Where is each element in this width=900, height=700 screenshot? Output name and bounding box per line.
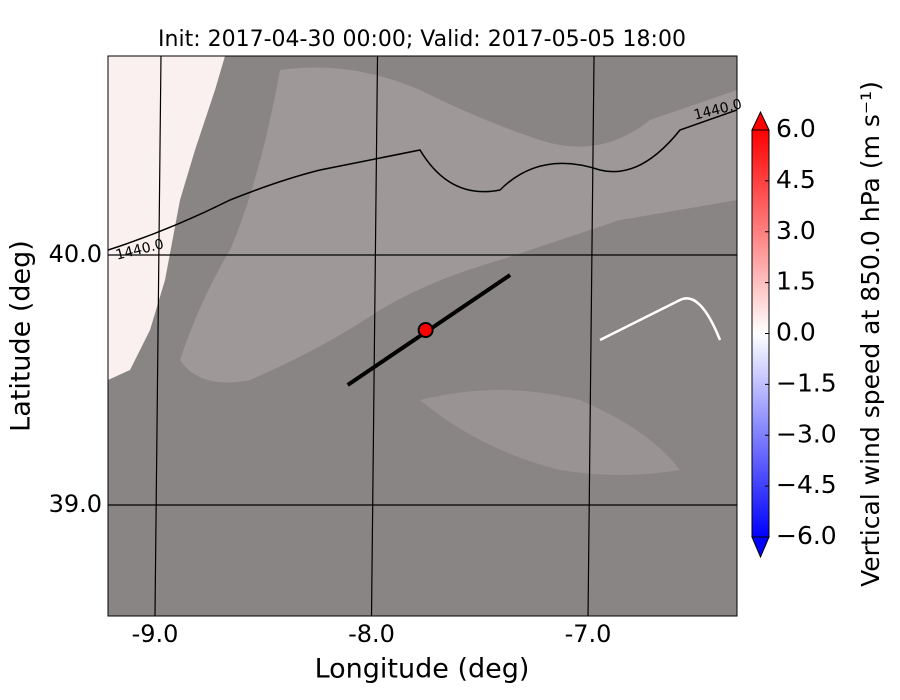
grid-line [370, 55, 379, 617]
y-axis-label: Latitude (deg) [6, 240, 37, 432]
terrain-high [180, 67, 737, 383]
colorbar-tick-label: −3.0 [776, 419, 837, 448]
colorbar-label: Vertical wind speed at 850.0 hPa (m s⁻¹) [856, 81, 885, 587]
grid-line [154, 55, 162, 617]
colorbar-tick-label: 0.0 [776, 318, 816, 347]
y-tick-label: 39.0 [49, 490, 102, 518]
colorbar-tick-label: −4.5 [776, 470, 837, 499]
grid-line [587, 55, 595, 617]
colorbar-tick-label: −6.0 [776, 521, 837, 550]
colorbar-tick-label: 6.0 [776, 114, 816, 143]
terrain-mid [420, 390, 680, 475]
plot-frame [107, 55, 738, 617]
colorbar-tick-label: 1.5 [776, 267, 816, 296]
x-tick-label: -8.0 [348, 620, 395, 648]
contour-1440 [108, 109, 737, 251]
x-tick-label: -9.0 [132, 620, 179, 648]
field [108, 56, 737, 616]
colorbar-tick-label: −1.5 [776, 368, 837, 397]
colorbar-tick-label: 4.5 [776, 165, 816, 194]
colorbar-tick-label: 3.0 [776, 216, 816, 245]
point-marker [417, 322, 434, 338]
x-axis-label: Longitude (deg) [315, 654, 530, 685]
colorbar-extend-min [751, 536, 770, 559]
colorbar-extend-max [751, 110, 770, 131]
x-tick-label: -7.0 [565, 620, 612, 648]
chart-title: Init: 2017-04-30 00:00; Valid: 2017-05-0… [158, 27, 686, 52]
ocean [108, 56, 225, 380]
river [599, 297, 722, 342]
y-tick-label: 40.0 [49, 240, 102, 268]
